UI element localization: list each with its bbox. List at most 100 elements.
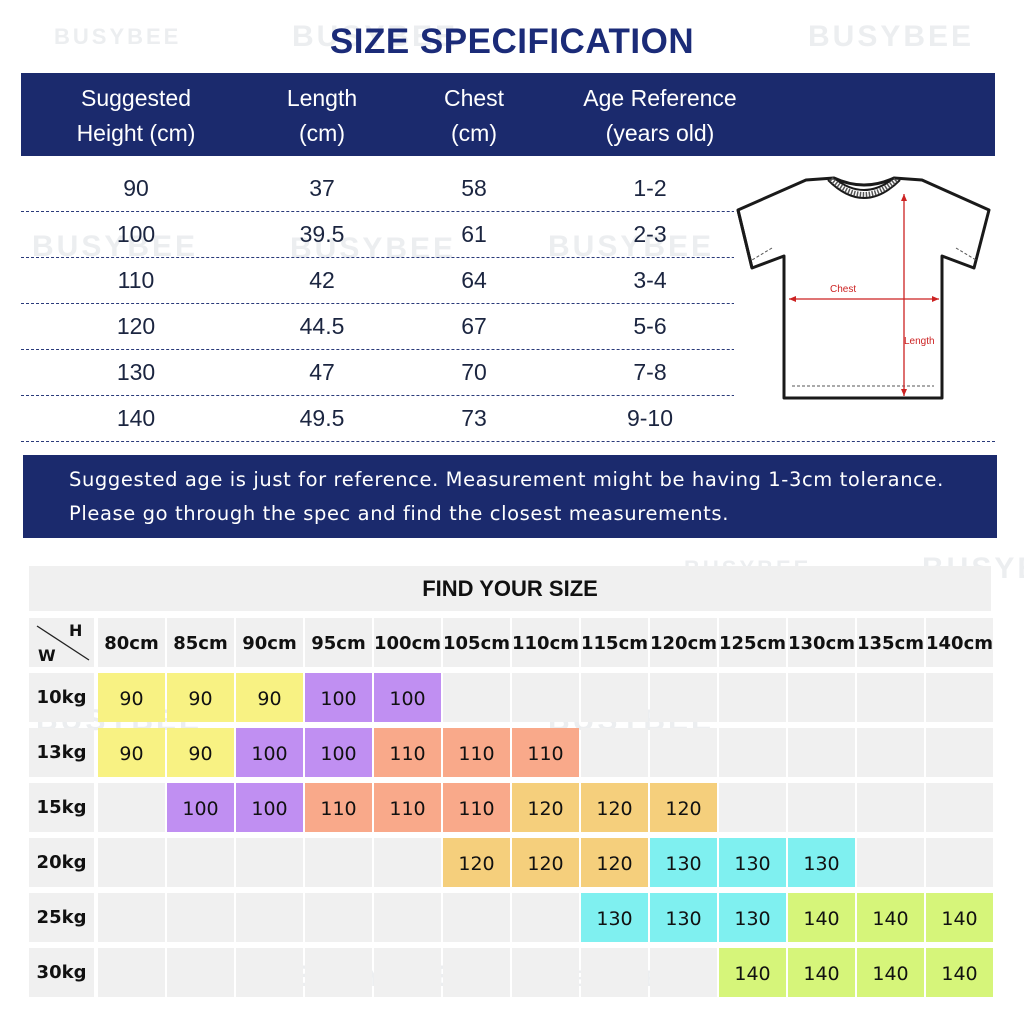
height-column-header: 85cm <box>167 618 234 667</box>
size-cell: 130 <box>650 893 717 942</box>
size-cell: 100 <box>236 783 303 832</box>
size-cell: 110 <box>305 783 372 832</box>
empty-cell <box>719 783 786 832</box>
height-cell: 140 <box>116 405 156 431</box>
height-column-header: 125cm <box>719 618 786 667</box>
empty-cell <box>236 948 303 997</box>
spec-row: 120 44.5 67 5-6 <box>21 303 995 350</box>
empty-cell <box>581 673 648 722</box>
size-cell: 140 <box>719 948 786 997</box>
age-cell: 7-8 <box>633 359 667 385</box>
height-column-header: 110cm <box>512 618 579 667</box>
empty-cell <box>512 948 579 997</box>
header-line: Chest <box>443 85 505 111</box>
chest-cell: 61 <box>461 221 487 247</box>
empty-cell <box>719 673 786 722</box>
empty-cell <box>926 673 993 722</box>
empty-cell <box>650 673 717 722</box>
empty-cell <box>857 783 924 832</box>
height-column-header: 105cm <box>443 618 510 667</box>
spec-row: 110 42 64 3-4 <box>21 257 995 304</box>
empty-cell <box>374 838 441 887</box>
size-cell: 110 <box>443 783 510 832</box>
header-chest: Chest (cm) <box>389 81 559 151</box>
note-box: Suggested age is just for reference. Mea… <box>23 455 997 538</box>
empty-cell <box>305 948 372 997</box>
header-line: Age Reference <box>583 85 737 111</box>
empty-cell <box>98 893 165 942</box>
empty-cell <box>581 728 648 777</box>
size-cell: 140 <box>857 948 924 997</box>
empty-cell <box>443 948 510 997</box>
size-cell: 130 <box>581 893 648 942</box>
empty-cell <box>926 728 993 777</box>
empty-cell <box>512 893 579 942</box>
header-suggested-height: Suggested Height (cm) <box>51 81 221 151</box>
size-cell: 110 <box>374 783 441 832</box>
age-cell: 1-2 <box>633 175 667 201</box>
empty-cell <box>374 948 441 997</box>
tshirt-icon <box>734 172 996 404</box>
size-cell: 120 <box>512 838 579 887</box>
chest-cell: 70 <box>461 359 487 385</box>
empty-cell <box>788 728 855 777</box>
size-cell: 130 <box>650 838 717 887</box>
size-cell: 140 <box>857 893 924 942</box>
header-line: (cm) <box>451 120 497 146</box>
size-cell: 90 <box>236 673 303 722</box>
size-cell: 120 <box>650 783 717 832</box>
weight-row-header: 25kg <box>29 893 94 942</box>
weight-axis-label: W <box>38 646 56 665</box>
spec-table-header: Suggested Height (cm) Length (cm) Chest … <box>21 73 995 156</box>
empty-cell <box>236 893 303 942</box>
size-cell: 130 <box>788 838 855 887</box>
height-column-header: 80cm <box>98 618 165 667</box>
weight-row-header: 15kg <box>29 783 94 832</box>
weight-row-header: 13kg <box>29 728 94 777</box>
chest-cell: 67 <box>461 313 487 339</box>
grid-corner-cell: H W <box>29 618 94 667</box>
empty-cell <box>650 728 717 777</box>
empty-cell <box>98 783 165 832</box>
size-cell: 110 <box>512 728 579 777</box>
spec-row: 130 47 70 7-8 <box>21 349 995 396</box>
empty-cell <box>719 728 786 777</box>
empty-cell <box>443 893 510 942</box>
length-label: Length <box>904 336 935 347</box>
length-cell: 44.5 <box>299 313 345 339</box>
size-cell: 90 <box>167 728 234 777</box>
empty-cell <box>857 838 924 887</box>
find-size-title: FIND YOUR SIZE <box>29 566 991 611</box>
length-cell: 37 <box>309 175 335 201</box>
empty-cell <box>305 893 372 942</box>
header-line: (cm) <box>299 120 345 146</box>
empty-cell <box>857 728 924 777</box>
size-cell: 140 <box>788 893 855 942</box>
length-cell: 39.5 <box>299 221 345 247</box>
empty-cell <box>167 838 234 887</box>
empty-cell <box>788 673 855 722</box>
empty-cell <box>926 783 993 832</box>
empty-cell <box>98 838 165 887</box>
header-age-reference: Age Reference (years old) <box>555 81 765 151</box>
empty-cell <box>581 948 648 997</box>
height-column-header: 140cm <box>926 618 993 667</box>
length-cell: 49.5 <box>299 405 345 431</box>
age-cell: 2-3 <box>633 221 667 247</box>
height-column-header: 130cm <box>788 618 855 667</box>
tshirt-diagram: Chest Length <box>734 172 996 404</box>
size-cell: 140 <box>926 948 993 997</box>
spec-row: 140 49.5 73 9-10 <box>21 395 995 442</box>
chest-label: Chest <box>830 284 857 295</box>
header-length: Length (cm) <box>237 81 407 151</box>
size-cell: 140 <box>788 948 855 997</box>
size-cell: 120 <box>581 838 648 887</box>
age-cell: 9-10 <box>626 405 674 431</box>
note-line: Please go through the spec and find the … <box>69 502 729 525</box>
weight-row-header: 10kg <box>29 673 94 722</box>
empty-cell <box>98 948 165 997</box>
header-line: Length <box>286 85 358 111</box>
header-line: (years old) <box>605 120 715 146</box>
size-cell: 140 <box>926 893 993 942</box>
size-cell: 120 <box>512 783 579 832</box>
